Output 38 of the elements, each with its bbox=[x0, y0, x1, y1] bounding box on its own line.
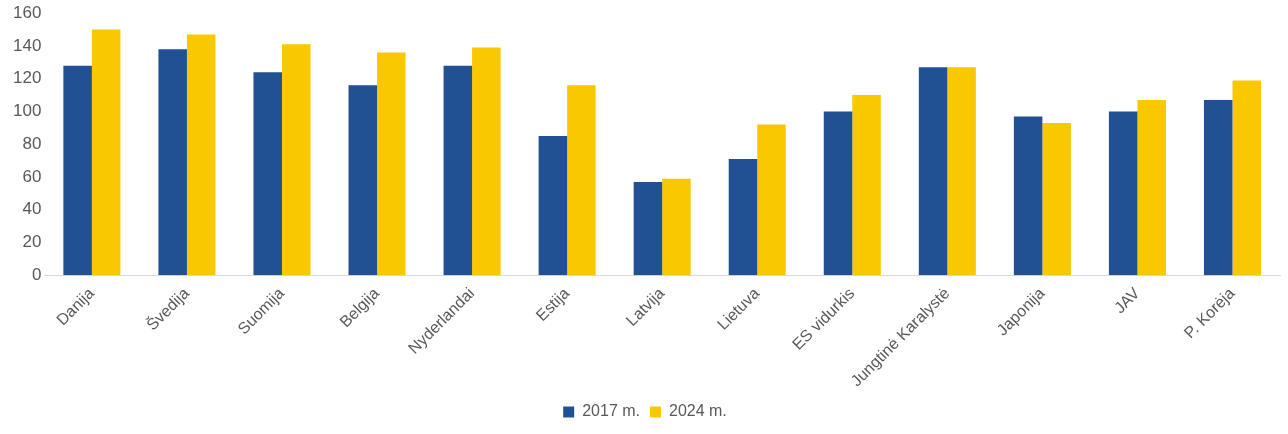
bar bbox=[281, 44, 311, 276]
bar bbox=[63, 65, 92, 276]
bar bbox=[1108, 111, 1138, 276]
bar bbox=[1013, 116, 1043, 276]
bar bbox=[443, 65, 473, 276]
y-tick-label: 80 bbox=[22, 133, 42, 153]
bar bbox=[1042, 122, 1071, 276]
y-tick-label: 100 bbox=[12, 101, 42, 121]
bar bbox=[947, 67, 976, 276]
bar bbox=[567, 85, 596, 276]
legend-label: 2017 m. bbox=[582, 402, 640, 420]
legend-label: 2024 m. bbox=[669, 402, 727, 420]
bar bbox=[158, 49, 187, 276]
y-tick-label: 60 bbox=[22, 166, 42, 186]
bar bbox=[472, 47, 501, 276]
bar bbox=[633, 181, 663, 276]
y-tick-label: 0 bbox=[31, 265, 42, 285]
bar bbox=[186, 34, 216, 276]
bar bbox=[1232, 80, 1261, 276]
bar bbox=[538, 136, 568, 276]
bar bbox=[377, 52, 406, 276]
bar bbox=[91, 29, 121, 276]
bar bbox=[852, 95, 881, 276]
bar bbox=[728, 159, 758, 276]
y-tick-label: 40 bbox=[22, 199, 42, 219]
bar bbox=[918, 67, 948, 276]
bar bbox=[757, 124, 786, 276]
bar bbox=[662, 178, 691, 276]
y-tick-label: 160 bbox=[12, 2, 42, 22]
bar bbox=[253, 72, 282, 276]
bar bbox=[1137, 100, 1166, 276]
bar bbox=[1203, 100, 1233, 276]
y-tick-label: 140 bbox=[12, 35, 42, 55]
y-tick-label: 20 bbox=[22, 232, 42, 252]
bar bbox=[823, 111, 853, 276]
x-tick-label: JAV bbox=[1110, 284, 1143, 317]
y-tick-label: 120 bbox=[12, 68, 42, 88]
bar bbox=[348, 85, 378, 276]
